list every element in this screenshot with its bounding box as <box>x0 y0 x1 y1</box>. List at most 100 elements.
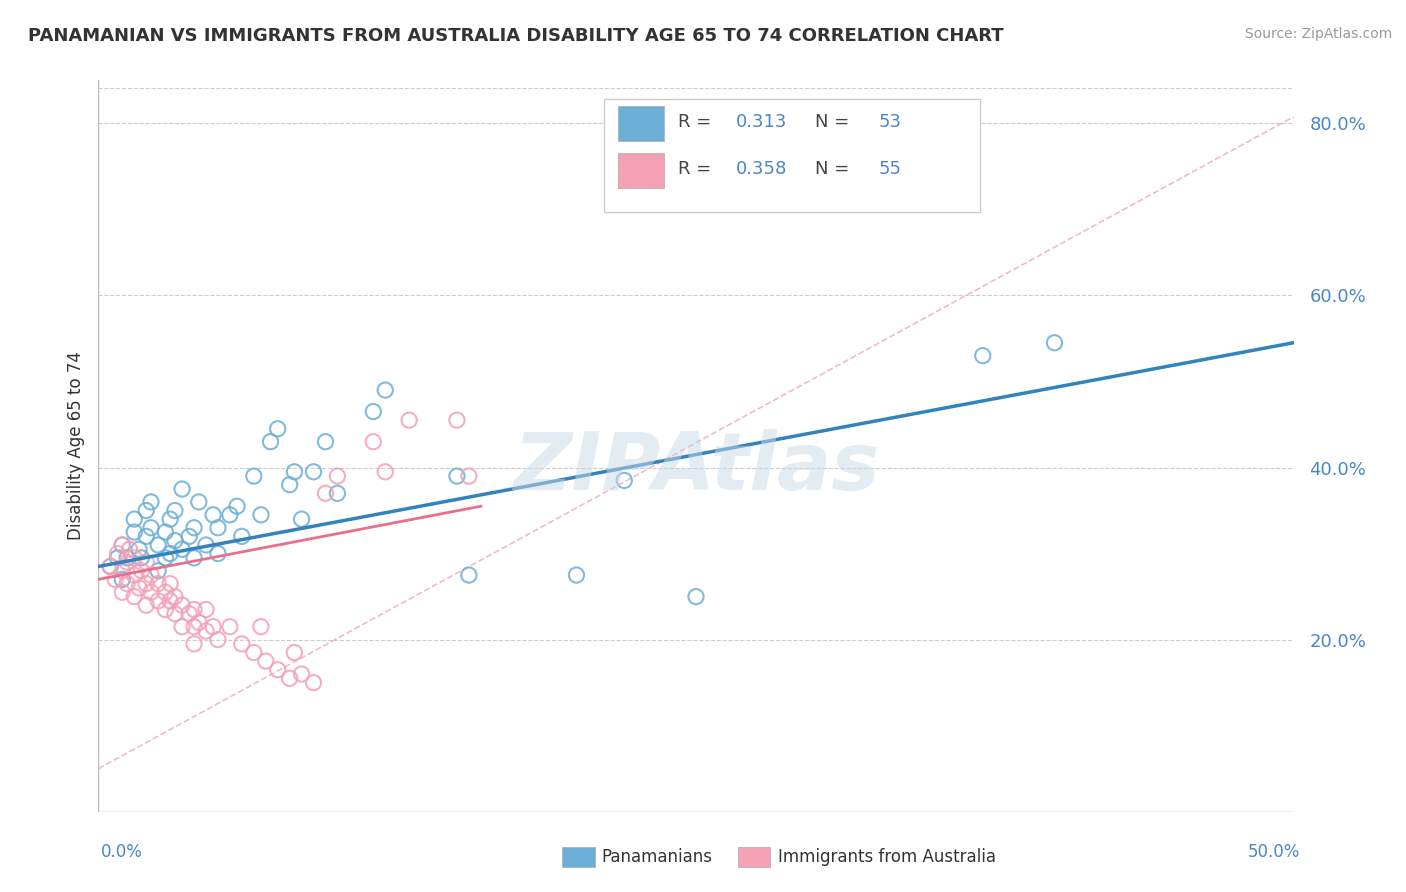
Text: 0.313: 0.313 <box>735 113 787 131</box>
Point <box>124 568 146 582</box>
Point <box>250 508 273 522</box>
Text: 0.358: 0.358 <box>735 160 787 178</box>
Text: 55: 55 <box>879 160 901 178</box>
Point <box>446 413 468 427</box>
Point <box>172 598 194 612</box>
Point <box>98 559 122 574</box>
Point <box>128 542 150 557</box>
Text: R =: R = <box>678 160 717 178</box>
Point <box>565 568 588 582</box>
Point <box>259 434 281 449</box>
Point <box>148 594 170 608</box>
Point <box>194 538 217 552</box>
Point <box>315 434 337 449</box>
Point <box>267 422 290 436</box>
Point <box>111 564 134 578</box>
Point <box>243 469 266 483</box>
Point <box>458 469 481 483</box>
Point <box>302 675 325 690</box>
Text: Immigrants from Australia: Immigrants from Australia <box>778 848 995 866</box>
Point <box>163 590 186 604</box>
Point <box>163 503 186 517</box>
Point <box>148 564 170 578</box>
Point <box>231 529 253 543</box>
Point <box>202 620 225 634</box>
Point <box>124 550 146 565</box>
Point <box>202 508 225 522</box>
Point <box>278 477 301 491</box>
Point <box>163 533 186 548</box>
Point <box>172 620 194 634</box>
Point <box>163 607 186 621</box>
Point <box>207 521 229 535</box>
Text: N =: N = <box>815 113 855 131</box>
Point <box>111 573 134 587</box>
Point <box>250 620 273 634</box>
Point <box>972 349 994 363</box>
Point <box>183 637 205 651</box>
Point <box>148 538 170 552</box>
Text: N =: N = <box>815 160 855 178</box>
Point <box>315 486 337 500</box>
Point <box>207 547 229 561</box>
Point <box>326 486 349 500</box>
Point <box>118 542 141 557</box>
Point <box>326 469 349 483</box>
Point <box>187 495 209 509</box>
Point <box>155 602 177 616</box>
Point <box>363 434 385 449</box>
Text: ZIPAtlas: ZIPAtlas <box>513 429 879 507</box>
Point <box>194 602 217 616</box>
Point <box>398 413 420 427</box>
Point <box>374 383 396 397</box>
Point <box>207 632 229 647</box>
Point <box>159 576 181 591</box>
Point <box>267 663 290 677</box>
Point <box>363 404 385 418</box>
Point <box>219 620 242 634</box>
Point <box>155 550 177 565</box>
Point <box>135 598 157 612</box>
Point <box>124 524 146 539</box>
Point <box>278 671 301 685</box>
Text: 50.0%: 50.0% <box>1249 843 1301 861</box>
Point <box>283 465 305 479</box>
Point <box>131 564 153 578</box>
Text: Panamanians: Panamanians <box>602 848 713 866</box>
Y-axis label: Disability Age 65 to 74: Disability Age 65 to 74 <box>66 351 84 541</box>
Text: Source: ZipAtlas.com: Source: ZipAtlas.com <box>1244 27 1392 41</box>
Point <box>179 529 201 543</box>
Point <box>115 550 138 565</box>
Point <box>124 590 146 604</box>
Point <box>107 547 129 561</box>
Point <box>111 538 134 552</box>
Point <box>226 500 249 514</box>
Point <box>458 568 481 582</box>
FancyBboxPatch shape <box>605 99 980 212</box>
Point <box>613 474 636 488</box>
Point <box>111 538 134 552</box>
Point <box>172 542 194 557</box>
Point <box>135 555 157 569</box>
Point <box>139 521 162 535</box>
Point <box>135 503 157 517</box>
Point <box>254 654 277 668</box>
Point <box>231 637 253 651</box>
Point <box>159 512 181 526</box>
Text: PANAMANIAN VS IMMIGRANTS FROM AUSTRALIA DISABILITY AGE 65 TO 74 CORRELATION CHAR: PANAMANIAN VS IMMIGRANTS FROM AUSTRALIA … <box>28 27 1004 45</box>
Point <box>159 547 181 561</box>
Point <box>131 550 153 565</box>
Point <box>685 590 707 604</box>
Point <box>139 495 162 509</box>
Point <box>283 646 305 660</box>
Point <box>148 576 170 591</box>
FancyBboxPatch shape <box>619 106 664 141</box>
Text: 0.0%: 0.0% <box>101 843 143 861</box>
Point <box>135 576 157 591</box>
Point <box>194 624 217 638</box>
Point <box>98 559 122 574</box>
Point <box>446 469 468 483</box>
Point <box>139 568 162 582</box>
Point <box>374 465 396 479</box>
Point <box>135 529 157 543</box>
